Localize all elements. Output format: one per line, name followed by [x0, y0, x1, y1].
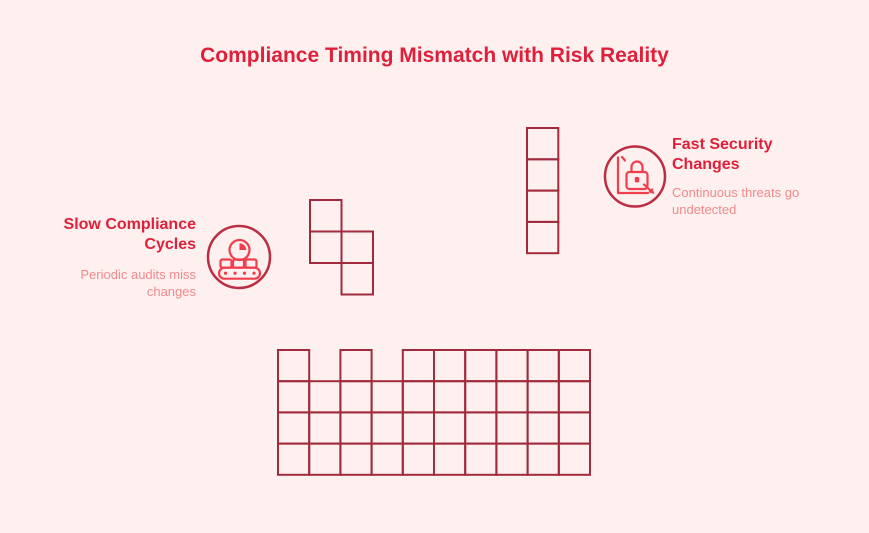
fast-security-description: Continuous threats go undetected: [672, 185, 832, 218]
tetris-cell: [401, 349, 435, 383]
tetris-cell: [557, 442, 591, 476]
belt-roller: [223, 271, 228, 275]
tetris-cell: [464, 442, 498, 476]
tetris-cell: [308, 442, 342, 476]
slow-compliance-description: Periodic audits miss changes: [30, 267, 196, 300]
conveyor-belt: [217, 266, 262, 280]
tetris-cell: [557, 349, 591, 383]
tetris-cell: [433, 411, 467, 445]
tetris-cell: [339, 442, 373, 476]
heading-line: Fast Security: [672, 136, 773, 153]
tetris-cell: [277, 442, 311, 476]
tetris-cell: [401, 380, 435, 414]
lock-body: [625, 170, 649, 191]
belt-roller: [242, 271, 247, 275]
heading-line: Changes: [672, 156, 740, 173]
tetris-cell: [495, 380, 529, 414]
down-arrow-head: [648, 187, 655, 194]
tetris-cell: [339, 411, 373, 445]
tetris-cell: [526, 380, 560, 414]
falling-piece-s: [309, 199, 374, 296]
shackle-tick: [620, 155, 627, 162]
description-line: undetected: [672, 201, 737, 217]
icon-circle-outline: [603, 145, 667, 208]
tetris-cell: [339, 380, 373, 414]
chart-axes: [616, 156, 650, 195]
description-line: changes: [146, 283, 196, 299]
tetris-cell: [370, 411, 404, 445]
tetris-cell: [308, 380, 342, 414]
belt-roller: [252, 271, 256, 275]
stacked-rows: [277, 349, 591, 476]
tetris-cell: [464, 411, 498, 445]
tetris-cell: [433, 349, 467, 383]
conveyor-box: [219, 258, 233, 269]
down-arrow-shaft: [642, 183, 652, 192]
description-line: Continuous threats go: [672, 185, 800, 200]
fast-security-heading: Fast Security Changes: [672, 135, 822, 175]
tetris-cell: [526, 158, 560, 192]
tetris-cell: [309, 199, 343, 233]
clock-conveyor-icon-svg: [206, 224, 272, 290]
tetris-cell: [277, 411, 311, 445]
tetris-cell: [495, 411, 529, 445]
tetris-cell: [308, 411, 342, 445]
tetris-cell: [370, 442, 404, 476]
description-line: Periodic audits miss: [80, 267, 196, 282]
lock-keyhole: [634, 177, 640, 183]
declining-chart-lock-icon-svg: [603, 145, 667, 208]
tetris-cell: [340, 262, 374, 296]
conveyor-box: [244, 258, 258, 269]
tetris-cell: [495, 442, 529, 476]
tetris-cell: [557, 380, 591, 414]
tetris-cell: [370, 380, 404, 414]
tetris-cell: [526, 220, 560, 255]
icon-circle-outline: [206, 224, 272, 290]
heading-line: Cycles: [144, 236, 196, 253]
declining-chart-lock-icon: [602, 144, 668, 210]
tetris-cell: [526, 411, 560, 445]
tetris-cell: [433, 380, 467, 414]
falling-piece-i: [526, 127, 560, 255]
tetris-cell: [526, 189, 560, 223]
slow-compliance-heading: Slow Compliance Cycles: [30, 215, 196, 255]
tetris-cell: [277, 349, 311, 383]
tetris-cell: [401, 442, 435, 476]
tetris-cell: [464, 380, 498, 414]
tetris-cell: [401, 411, 435, 445]
tetris-cell: [340, 230, 374, 264]
lock-shackle: [630, 160, 644, 174]
tetris-cell: [464, 349, 498, 383]
belt-roller: [233, 271, 237, 275]
tetris-cell: [526, 127, 560, 161]
tetris-cell: [339, 349, 373, 383]
clock-hands: [239, 243, 247, 250]
tetris-cell: [557, 411, 591, 445]
heading-line: Slow Compliance: [63, 216, 196, 233]
tetris-cell: [526, 442, 560, 476]
tetris-cell: [495, 349, 529, 383]
tetris-cell: [433, 442, 467, 476]
page-title: Compliance Timing Mismatch with Risk Rea…: [200, 44, 669, 67]
tetris-cell: [277, 380, 311, 414]
clock-conveyor-icon: [205, 223, 273, 291]
tetris-cell: [526, 349, 560, 383]
tetris-cell: [309, 230, 343, 264]
